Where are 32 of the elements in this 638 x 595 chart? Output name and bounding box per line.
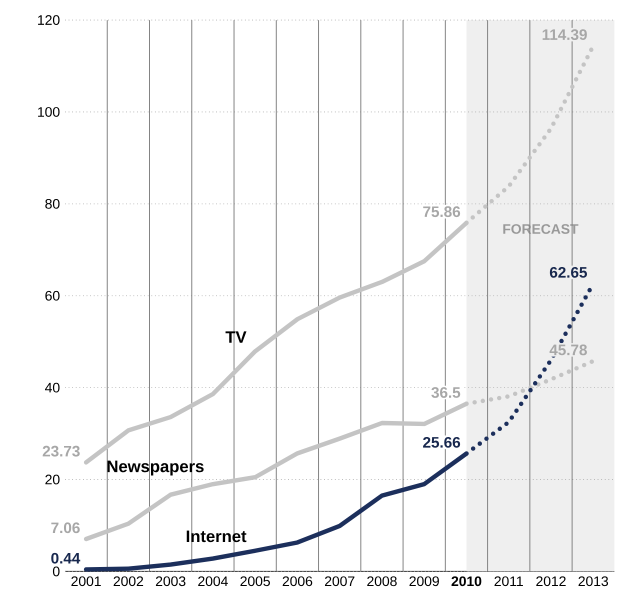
x-tick-label: 2012 bbox=[536, 576, 566, 586]
y-tick-label: 40 bbox=[45, 382, 60, 393]
x-tick-label: 2010 bbox=[452, 576, 482, 586]
x-tick-label: 2001 bbox=[71, 576, 101, 586]
y-tick-label: 120 bbox=[38, 15, 60, 25]
data-label: 7.06 bbox=[51, 522, 80, 534]
data-label: 62.65 bbox=[550, 266, 587, 278]
series-label: Internet bbox=[186, 530, 246, 542]
data-label: 0.44 bbox=[51, 552, 80, 564]
x-tick-label: 2006 bbox=[282, 576, 312, 586]
y-tick-label: 20 bbox=[45, 474, 60, 484]
x-tick-label: 2005 bbox=[240, 576, 270, 586]
data-label: 45.78 bbox=[550, 344, 587, 356]
series-label: TV bbox=[226, 331, 246, 343]
data-label: 114.39 bbox=[542, 29, 587, 40]
data-label: 25.66 bbox=[423, 436, 460, 448]
x-tick-label: 2008 bbox=[367, 576, 397, 586]
series-label: Newspapers bbox=[108, 460, 204, 476]
y-tick-label: 0 bbox=[52, 566, 60, 576]
data-label: 23.73 bbox=[42, 446, 80, 457]
y-tick-label: 80 bbox=[45, 198, 60, 209]
x-tick-label: 2011 bbox=[494, 576, 523, 586]
x-tick-label: 2004 bbox=[198, 576, 228, 586]
x-tick-label: 2002 bbox=[114, 576, 144, 586]
x-tick-label: 2009 bbox=[410, 576, 439, 586]
x-tick-label: 2003 bbox=[156, 576, 186, 586]
x-tick-label: 2007 bbox=[324, 576, 354, 586]
data-label: 36.5 bbox=[431, 387, 460, 398]
x-tick-label: 2013 bbox=[578, 576, 608, 586]
y-tick-label: 100 bbox=[38, 107, 60, 117]
data-label: 75.86 bbox=[423, 206, 460, 218]
y-tick-label: 60 bbox=[45, 290, 60, 301]
